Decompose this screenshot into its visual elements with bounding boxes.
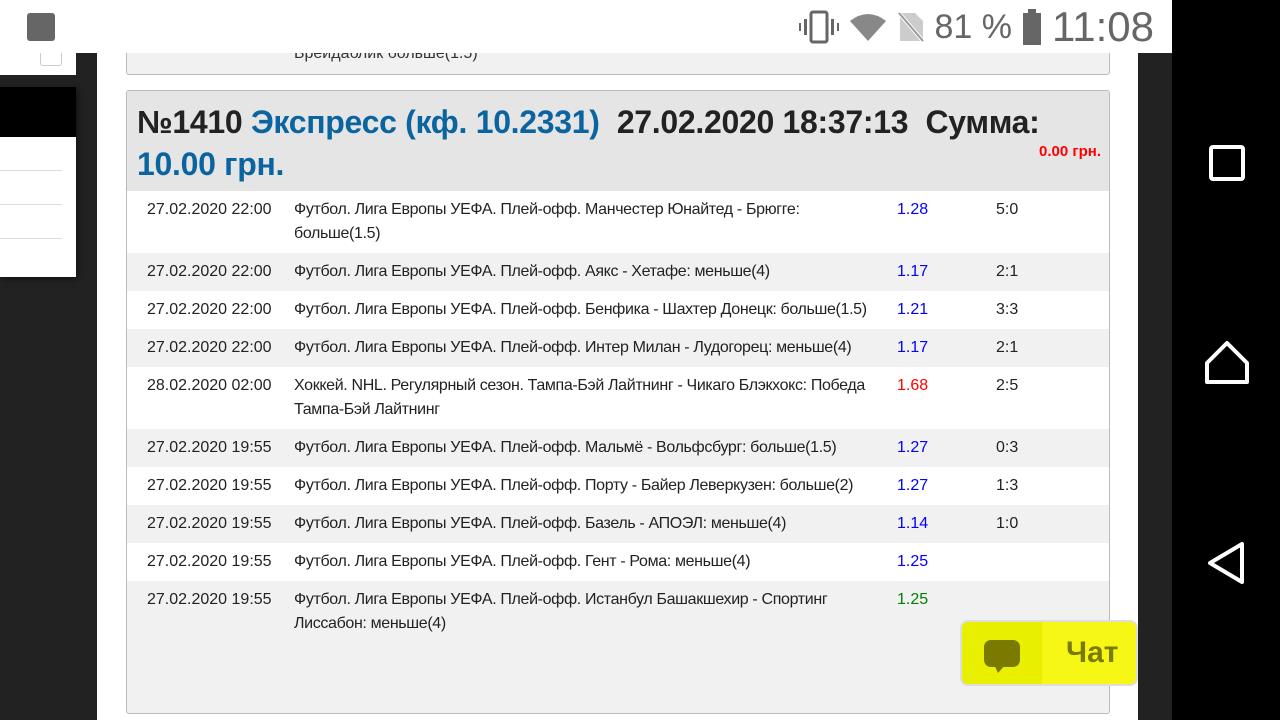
bet-datetime: 27.02.2020 18:37:13 [616, 104, 909, 140]
chat-button[interactable]: Чат [960, 620, 1138, 686]
event-date: 27.02.2020 19:55 [147, 515, 272, 532]
event-odd: 1.17 [897, 339, 929, 356]
event-description: Футбол. Лига Европы УЕФА. Плей-офф. Иста… [294, 591, 828, 632]
event-row: 27.02.2020 22:00 Футбол. Лига Европы УЕФА… [127, 253, 1109, 291]
divider [0, 170, 62, 171]
chat-bubble-icon [984, 640, 1020, 673]
event-description: Футбол. Лига Европы УЕФА. Плей-офф. Маль… [294, 439, 837, 456]
event-description: Футбол. Лига Европы УЕФА. Плей-офф. Гент… [294, 553, 751, 570]
side-menu-header [0, 87, 76, 137]
events-table: 27.02.2020 22:00 Футбол. Лига Европы УЕФА… [127, 191, 1109, 643]
event-date: 27.02.2020 22:00 [147, 263, 272, 280]
event-score: 1:3 [996, 477, 1019, 494]
home-button[interactable] [1172, 323, 1280, 403]
event-date: 27.02.2020 19:55 [147, 553, 272, 570]
event-row: 27.02.2020 19:55 Футбол. Лига Европы УЕФА… [127, 429, 1109, 467]
event-score: 5:0 [996, 201, 1019, 218]
no-sim-icon [896, 11, 925, 43]
sum-value: 10.00 грн. [137, 146, 285, 182]
event-score: 1:0 [996, 515, 1019, 532]
event-description: Хоккей. NHL. Регулярный сезон. Тампа-Бэй… [294, 377, 865, 418]
event-row: 27.02.2020 19:55 Футбол. Лига Европы УЕФА… [127, 581, 1109, 643]
event-row: 27.02.2020 22:00 Футбол. Лига Европы УЕФА… [127, 191, 1109, 253]
event-description: Футбол. Лига Европы УЕФА. Плей-офф. Манч… [294, 201, 800, 242]
event-description: Футбол. Лига Европы УЕФА. Плей-офф. Бенф… [294, 301, 867, 318]
event-date: 28.02.2020 02:00 [147, 377, 272, 394]
divider [0, 238, 62, 239]
event-description: Футбол. Лига Европы УЕФА. Плей-офф. Инте… [294, 339, 852, 356]
square-icon [1209, 145, 1245, 181]
event-odd: 1.27 [897, 439, 929, 456]
event-row: 27.02.2020 22:00 Футбол. Лига Европы УЕФА… [127, 291, 1109, 329]
event-score: 2:1 [996, 339, 1019, 356]
event-date: 27.02.2020 22:00 [147, 201, 272, 218]
event-description: Футбол. Лига Европы УЕФА. Плей-офф. Порт… [294, 477, 854, 494]
event-odd: 1.25 [897, 591, 929, 608]
back-icon [1208, 542, 1244, 584]
event-odd: 1.17 [897, 263, 929, 280]
divider [0, 204, 62, 205]
vibrate-icon [798, 10, 839, 44]
chat-label: Чат [1066, 636, 1119, 669]
event-date: 27.02.2020 19:55 [147, 591, 272, 608]
event-score: 2:1 [996, 263, 1019, 280]
event-row: 27.02.2020 19:55 Футбол. Лига Европы УЕФА… [127, 543, 1109, 581]
android-nav-bar [1172, 0, 1280, 720]
event-description: Футбол. Лига Европы УЕФА. Плей-офф. Базе… [294, 515, 787, 532]
battery-icon [1023, 9, 1041, 45]
bet-header: №1410 Экспресс (кф. 10.2331) 27.02.2020 … [127, 91, 1109, 191]
event-score [996, 550, 1109, 574]
status-bar: 81 % 11:08 [0, 0, 1172, 53]
event-score: 2:5 [996, 377, 1019, 394]
win-amount: 0.00 грн. [1039, 143, 1101, 160]
event-odd: 1.28 [897, 201, 929, 218]
event-odd: 1.14 [897, 515, 929, 532]
wifi-icon [849, 14, 886, 41]
bet-type: Экспресс (кф. 10.2331) [250, 104, 600, 140]
event-date: 27.02.2020 22:00 [147, 339, 272, 356]
event-row: 27.02.2020 22:00 Футбол. Лига Европы УЕФА… [127, 329, 1109, 367]
sum-label: Сумма: [925, 104, 1040, 140]
battery-percent: 81 % [934, 7, 1013, 46]
clock: 11:08 [1052, 3, 1154, 50]
event-row: 27.02.2020 19:55 Футбол. Лига Европы УЕФА… [127, 505, 1109, 543]
bet-title: №1410 Экспресс (кф. 10.2331) 27.02.2020 … [137, 101, 1057, 185]
event-score: 3:3 [996, 301, 1019, 318]
event-date: 27.02.2020 22:00 [147, 301, 272, 318]
bet-number: №1410 [137, 104, 243, 140]
event-row: 28.02.2020 02:00 Хоккей. NHL. Регулярный … [127, 367, 1109, 429]
event-odd: 1.25 [897, 553, 929, 570]
event-date: 27.02.2020 19:55 [147, 477, 272, 494]
bet-card: №1410 Экспресс (кф. 10.2331) 27.02.2020 … [126, 90, 1110, 714]
checkbox[interactable] [40, 53, 62, 66]
back-button[interactable] [1172, 524, 1280, 604]
side-panel-top [0, 53, 76, 75]
event-odd: 1.21 [897, 301, 929, 318]
event-description: Футбол. Лига Европы УЕФА. Плей-офф. Аякс… [294, 263, 770, 280]
recents-button[interactable] [1172, 124, 1280, 204]
home-icon [1205, 341, 1249, 384]
event-row: 27.02.2020 19:55 Футбол. Лига Европы УЕФА… [127, 467, 1109, 505]
image-icon [27, 13, 55, 41]
page-margin [1138, 0, 1172, 720]
event-score: 0:3 [996, 439, 1019, 456]
event-date: 27.02.2020 19:55 [147, 439, 272, 456]
event-odd: 1.27 [897, 477, 929, 494]
event-odd: 1.68 [897, 377, 929, 394]
side-menu [0, 87, 76, 277]
